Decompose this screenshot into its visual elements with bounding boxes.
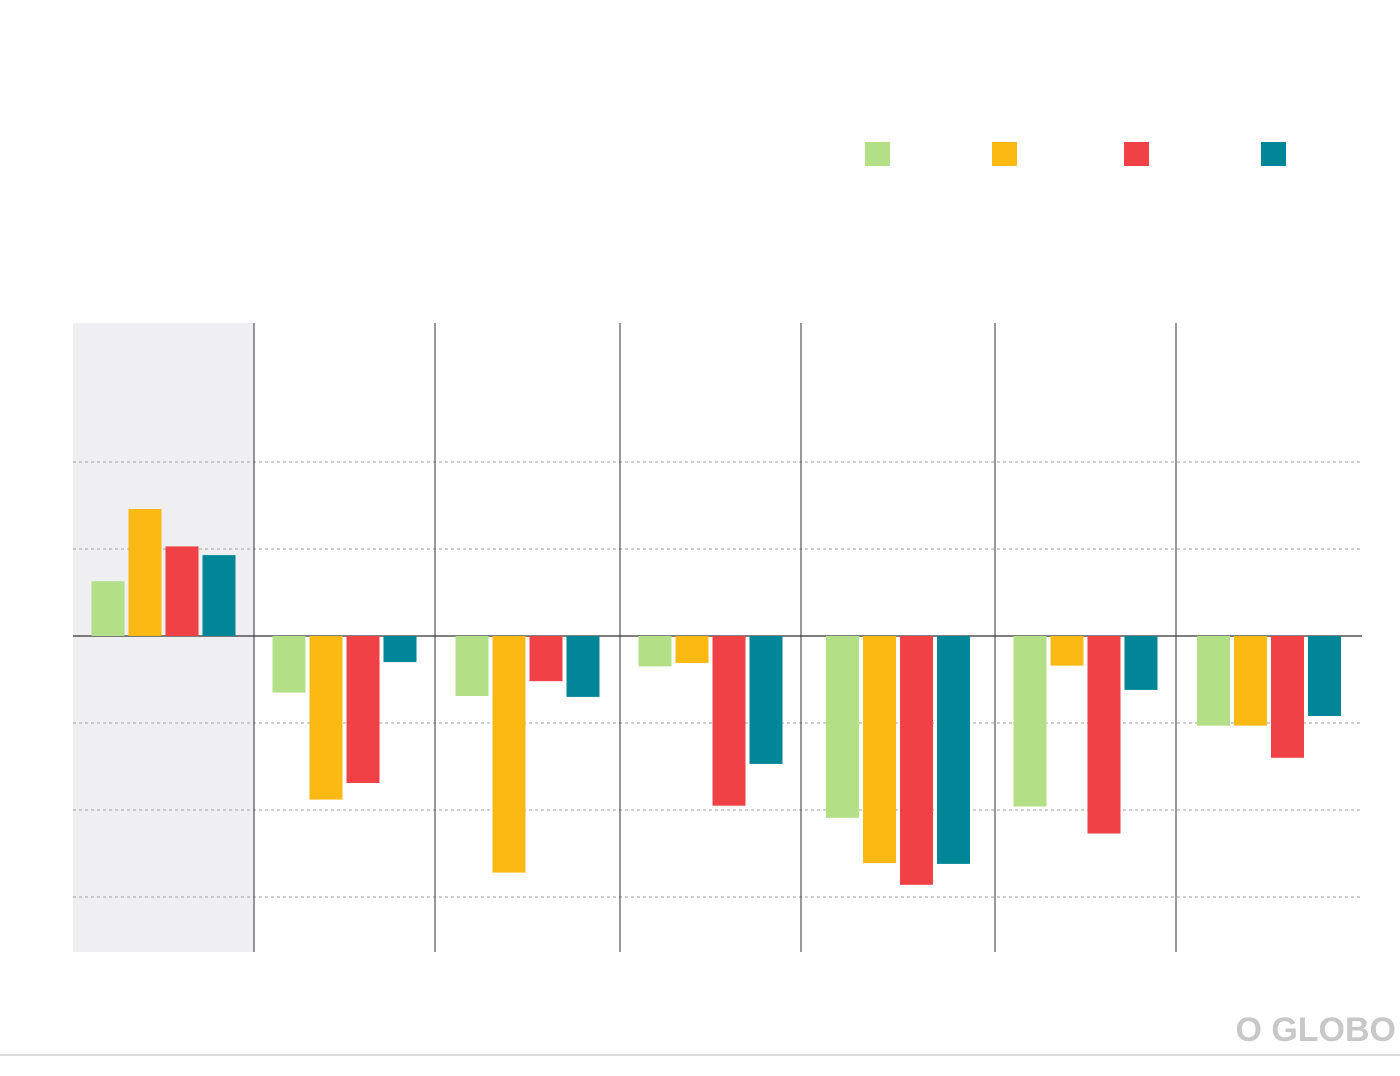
legend-swatch-2 — [1124, 142, 1149, 166]
bar-group2-series3 — [566, 636, 600, 697]
bar-group1-series0 — [272, 636, 306, 693]
bar-group3-series0 — [638, 636, 672, 667]
bar-group2-series2 — [529, 636, 563, 682]
legend-swatch-1 — [992, 142, 1017, 166]
bar-group3-series1 — [675, 636, 709, 663]
bar-group1-series3 — [383, 636, 417, 663]
bar-group6-series2 — [1271, 636, 1304, 758]
bar-group5-series0 — [1013, 636, 1047, 807]
bar-group6-series0 — [1197, 636, 1230, 726]
bar-group6-series3 — [1308, 636, 1341, 716]
bar-group1-series1 — [309, 636, 343, 800]
bar-group0-series3 — [202, 555, 236, 636]
bar-group4-series3 — [937, 636, 970, 864]
legend-swatch-0 — [865, 142, 890, 166]
bar-group0-series2 — [165, 546, 199, 636]
bar-group5-series2 — [1087, 636, 1121, 834]
group-dividers — [253, 323, 1177, 952]
bar-group4-series2 — [900, 636, 933, 885]
bar-group4-series0 — [826, 636, 859, 818]
legend-swatch-3 — [1261, 142, 1286, 166]
bar-group1-series2 — [346, 636, 380, 783]
legend — [865, 142, 1286, 166]
bar-group6-series1 — [1234, 636, 1267, 726]
svg-text:O GLOBO: O GLOBO — [1235, 1011, 1396, 1049]
bars — [91, 509, 1341, 885]
bar-group5-series3 — [1124, 636, 1158, 690]
bar-group3-series2 — [712, 636, 746, 806]
bar-group2-series1 — [492, 636, 526, 873]
bar-group3-series3 — [749, 636, 783, 764]
bar-group4-series1 — [863, 636, 896, 864]
bar-group2-series0 — [455, 636, 489, 696]
highlight-panel — [73, 323, 254, 952]
bar-group5-series1 — [1050, 636, 1084, 666]
bar-group0-series1 — [128, 509, 162, 636]
globo-logo: O GLOBO — [1235, 1011, 1396, 1049]
bar-group0-series0 — [91, 581, 125, 636]
